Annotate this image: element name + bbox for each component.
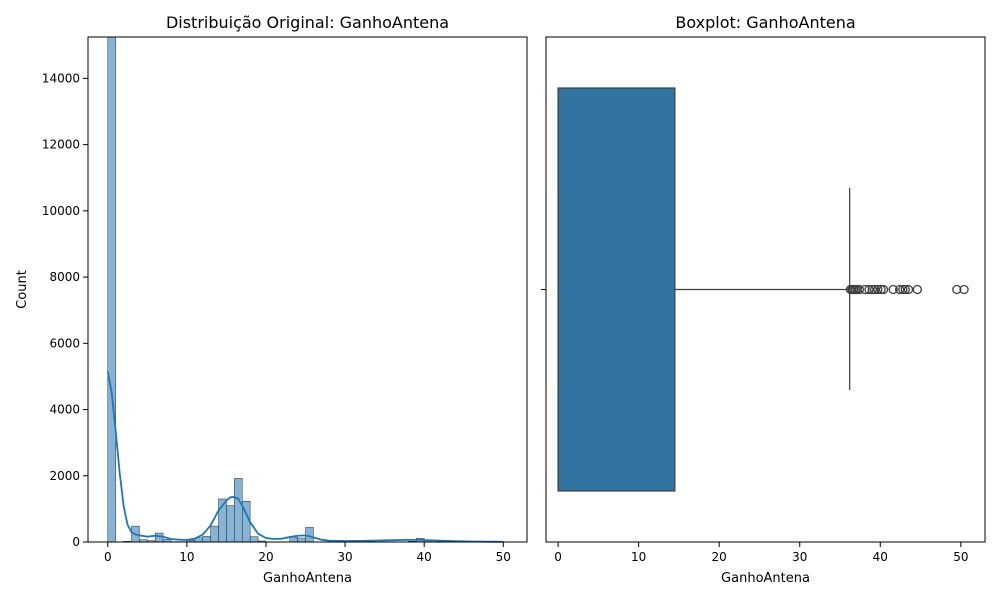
boxplot-outlier-point bbox=[959, 284, 969, 295]
boxplot-outlier-point bbox=[867, 284, 877, 295]
histogram-bars bbox=[107, 36, 433, 543]
histogram-x-tick-label: 50 bbox=[496, 550, 511, 564]
boxplot-x-tick-label: 50 bbox=[953, 550, 968, 564]
histogram-y-tick-label: 8000 bbox=[49, 270, 80, 284]
boxplot-outlier-point bbox=[878, 284, 889, 295]
histogram-y-tick-label: 14000 bbox=[42, 71, 80, 85]
histogram-bar bbox=[210, 525, 219, 543]
histogram-x-ticks: 0 10 20 30 40 50 bbox=[104, 542, 511, 564]
boxplot-outlier-point bbox=[900, 284, 910, 295]
histogram-bar bbox=[202, 536, 211, 543]
histogram-bar bbox=[107, 36, 116, 543]
histogram-y-tick-label: 2000 bbox=[49, 469, 80, 483]
histogram-axes-frame bbox=[87, 36, 528, 543]
boxplot-x-label: GanhoAntena bbox=[721, 571, 810, 586]
kde-curve bbox=[106, 371, 504, 543]
histogram-y-tick-label: 12000 bbox=[42, 138, 80, 152]
histogram-bar bbox=[249, 536, 259, 543]
boxplot-outlier-point bbox=[888, 284, 898, 295]
boxplot-box bbox=[557, 87, 676, 492]
histogram-bar bbox=[234, 478, 243, 543]
boxplot-x-tick-label: 0 bbox=[554, 550, 562, 564]
histogram-bar bbox=[289, 536, 298, 543]
histogram-y-tick-label: 4000 bbox=[49, 403, 80, 417]
histogram-bar bbox=[154, 532, 164, 543]
boxplot-outlier-point bbox=[898, 284, 908, 295]
boxplot-x-tick-label: 20 bbox=[712, 550, 727, 564]
boxplot-outlier-point bbox=[860, 284, 870, 295]
histogram-y-tick-label: 6000 bbox=[49, 336, 80, 350]
boxplot-x-tick-label: 30 bbox=[792, 550, 807, 564]
boxplot-x-tick-label: 40 bbox=[873, 550, 888, 564]
boxplot-outlier-point bbox=[873, 284, 883, 295]
boxplot-x-tick-label: 10 bbox=[631, 550, 646, 564]
histogram-bar bbox=[305, 527, 314, 543]
boxplot-outlier-point bbox=[864, 284, 874, 295]
boxplot-outlier-point bbox=[869, 284, 880, 295]
boxplot-outlier-point bbox=[912, 284, 922, 295]
histogram-x-label: GanhoAntena bbox=[263, 571, 352, 586]
boxplot-outlier-point bbox=[903, 284, 914, 295]
histogram-y-tick-label: 0 bbox=[72, 535, 80, 549]
histogram-panel: Distribuição Original: GanhoAntena 0 10 20… bbox=[15, 13, 528, 586]
histogram-x-tick-label: 20 bbox=[258, 550, 273, 564]
histogram-x-tick-label: 30 bbox=[337, 550, 352, 564]
boxplot-marks bbox=[557, 87, 969, 492]
boxplot-title: Boxplot: GanhoAntena bbox=[675, 13, 855, 32]
histogram-bar bbox=[226, 505, 235, 543]
boxplot-outlier-point bbox=[854, 284, 864, 295]
histogram-y-ticks: 0 2000 4000 6000 8000 10000 12000 14000 bbox=[42, 71, 88, 549]
histogram-bar bbox=[297, 537, 306, 543]
boxplot-outlier-point bbox=[952, 284, 962, 295]
boxplot-outlier-point bbox=[894, 284, 905, 295]
boxplot-outlier-point bbox=[876, 284, 886, 295]
histogram-y-label: Count bbox=[15, 270, 30, 309]
histogram-y-tick-label: 10000 bbox=[42, 204, 80, 218]
boxplot-panel: Boxplot: GanhoAntena 0 10 20 30 40 50 GanhoAn… bbox=[541, 13, 986, 586]
histogram-x-tick-label: 0 bbox=[104, 550, 112, 564]
boxplot-x-ticks: 0 10 20 30 40 50 bbox=[554, 542, 968, 564]
histogram-x-tick-label: 40 bbox=[417, 550, 432, 564]
histogram-title: Distribuição Original: GanhoAntena bbox=[166, 13, 449, 32]
histogram-x-tick-label: 10 bbox=[179, 550, 194, 564]
